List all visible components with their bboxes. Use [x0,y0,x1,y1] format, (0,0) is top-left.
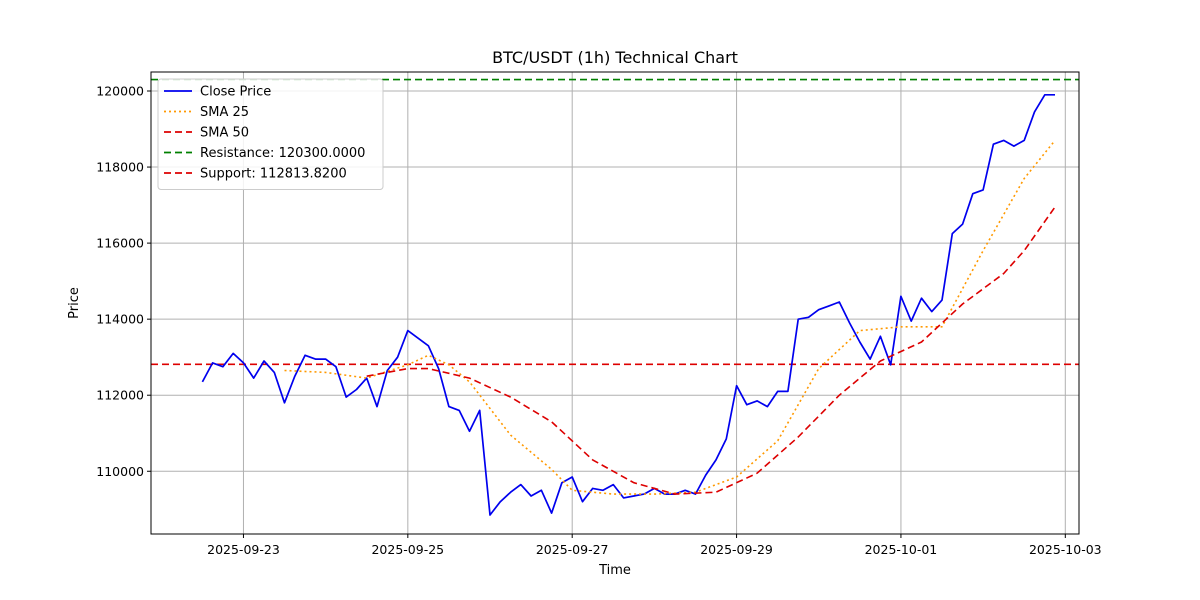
x-tick-label: 2025-09-29 [700,542,773,557]
legend-label: Resistance: 120300.0000 [200,146,365,161]
y-tick-label: 110000 [96,464,144,479]
close-price-line [201,93,1055,516]
y-tick-label: 120000 [96,84,144,99]
y-tick-label: 114000 [96,312,144,327]
x-tick-label: 2025-10-01 [865,542,938,557]
plot-frame [150,71,1080,535]
y-tick-label: 118000 [96,160,144,175]
series-lines [201,93,1056,516]
legend-label: Close Price [200,85,271,100]
x-tick-label: 2025-10-03 [1029,542,1102,557]
chart-title: BTC/USDT (1h) Technical Chart [492,48,738,67]
sma-50-line [366,206,1056,495]
y-axis-ticks: 110000 112000 114000 116000 118000 120000 [96,84,151,479]
legend-label: Support: 112813.8200 [200,167,347,182]
x-tick-label: 2025-09-27 [536,542,609,557]
legend-label: SMA 50 [200,126,249,141]
x-axis-label: Time [598,563,631,578]
y-tick-label: 112000 [96,388,144,403]
x-tick-label: 2025-09-23 [207,542,280,557]
sma-25-line [284,139,1056,495]
legend: Close Price SMA 25 SMA 50 Resistance: 12030… [157,78,384,190]
y-tick-label: 116000 [96,236,144,251]
legend-box [157,78,384,190]
x-axis-ticks: 2025-09-23 2025-09-25 2025-09-27 2025-09-29… [207,534,1102,557]
y-axis-label: Price [67,287,82,319]
legend-label: SMA 25 [200,105,249,120]
x-tick-label: 2025-09-25 [371,542,444,557]
grid [151,72,1079,534]
